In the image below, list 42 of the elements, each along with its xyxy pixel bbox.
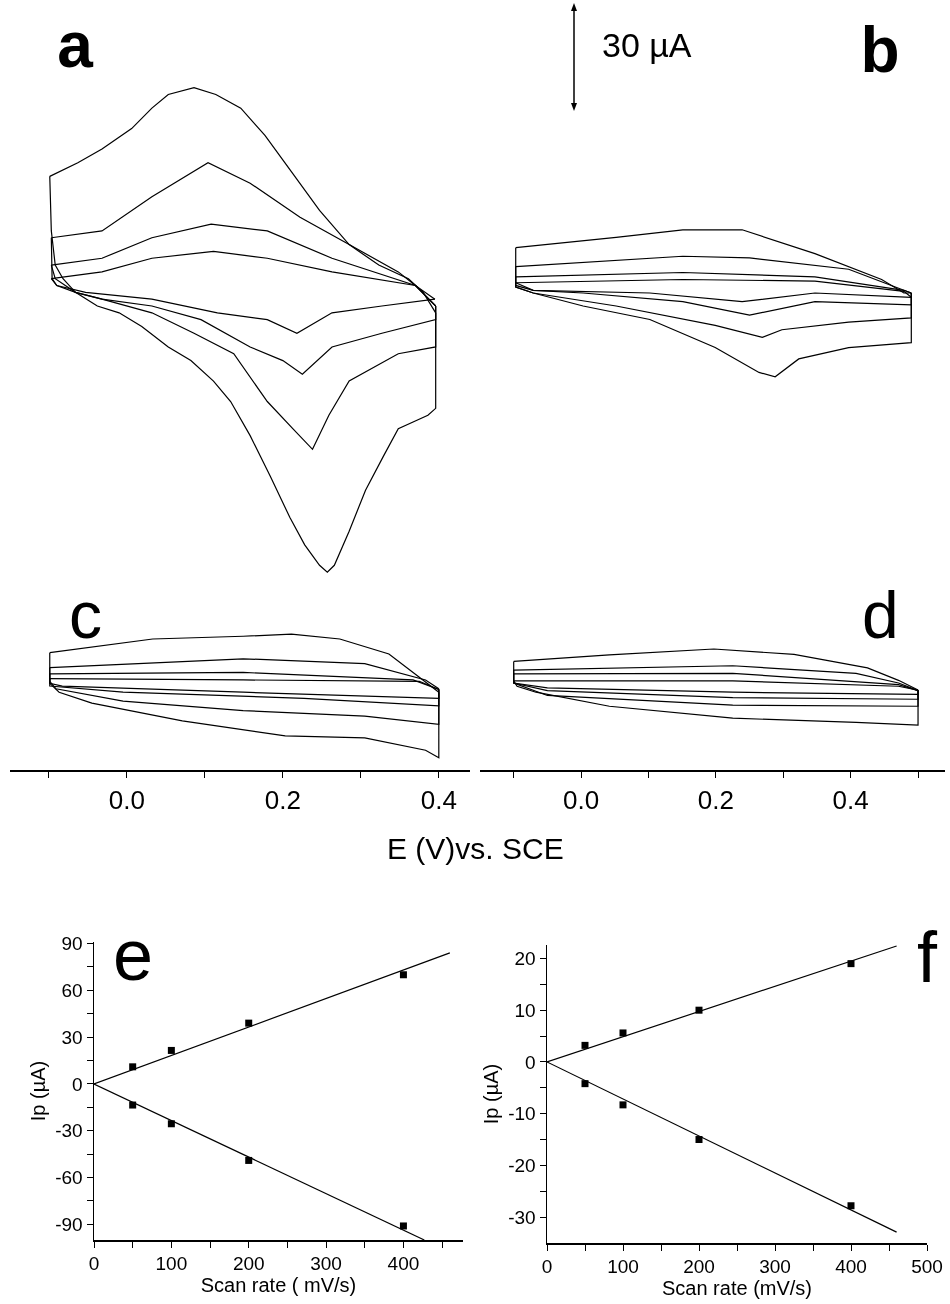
annotation: d [862, 578, 899, 652]
y-tick-label: 20 [514, 948, 536, 970]
x-axis-title: Scan rate ( mV/s) [200, 1274, 357, 1297]
chart-title: e [112, 915, 154, 996]
x-tick-label: 0 [88, 1253, 100, 1275]
y-tick-label: -60 [55, 1167, 83, 1189]
y-axis-title: Ip (µA) [479, 1063, 502, 1125]
x-tick-label: 300 [310, 1253, 342, 1275]
x-tick-label: 400 [387, 1253, 420, 1275]
y-tick-label: -90 [55, 1214, 83, 1236]
y-tick-label: 10 [514, 999, 536, 1021]
x-tick-label: 0 [541, 1256, 553, 1278]
annotation: c [69, 578, 102, 652]
chart-title: b [860, 14, 900, 87]
y-tick-label: 30 [61, 1026, 83, 1048]
chart-title: a [57, 9, 94, 82]
y-tick-label: -20 [508, 1155, 536, 1177]
x-tick-label: 0.4 [832, 784, 869, 815]
text: 30 µA [602, 26, 692, 64]
x-tick-label: 0.0 [108, 784, 146, 815]
x-tick-label: 100 [607, 1256, 639, 1278]
chart-title: f [916, 917, 938, 998]
x-tick-label: 300 [759, 1256, 791, 1278]
x-axis-title: E (V)vs. SCE [387, 832, 564, 865]
y-tick-label: -30 [508, 1206, 536, 1228]
y-tick-label: 60 [61, 980, 83, 1002]
y-tick-label: -10 [508, 1103, 536, 1125]
x-axis-title: Scan rate (mV/s) [661, 1277, 813, 1300]
x-tick-label: 200 [683, 1256, 715, 1278]
x-tick-label: 0.2 [697, 784, 734, 815]
x-tick-label: 0.4 [420, 784, 457, 815]
y-tick-label: 0 [72, 1073, 83, 1095]
x-tick-label: 500 [911, 1256, 943, 1278]
y-tick-label: -30 [55, 1120, 83, 1142]
y-tick-label: 0 [525, 1051, 536, 1073]
y-axis-title: Ip (µA) [26, 1060, 49, 1122]
y-tick-label: 90 [61, 933, 83, 955]
x-tick-label: 100 [155, 1253, 188, 1275]
x-tick-label: 200 [232, 1253, 265, 1275]
x-tick-label: 0.0 [563, 784, 600, 815]
x-tick-label: 0.2 [264, 784, 301, 815]
x-tick-label: 400 [835, 1256, 867, 1278]
